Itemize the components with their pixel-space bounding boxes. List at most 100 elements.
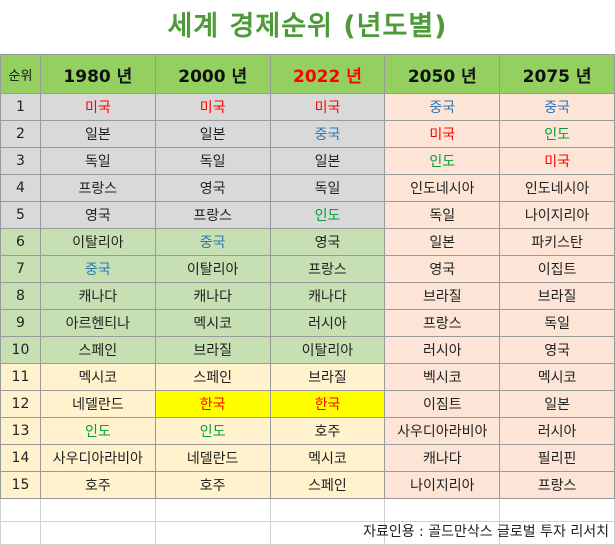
country-cell: 러시아 (269, 309, 386, 337)
country-cell: 캐나다 (39, 282, 156, 310)
rank-cell: 9 (0, 309, 41, 337)
country-cell: 캐나다 (384, 444, 501, 472)
country-cell: 중국 (154, 228, 271, 256)
country-cell: 벡시코 (384, 363, 501, 391)
country-cell: 독일 (384, 201, 501, 229)
country-cell: 중국 (39, 255, 156, 283)
country-cell: 멕시코 (499, 363, 615, 391)
country-cell: 일본 (154, 120, 271, 148)
country-cell: 이탈리아 (39, 228, 156, 256)
country-cell: 스페인 (269, 471, 386, 499)
country-cell: 일본 (269, 147, 386, 175)
country-cell: 이탈리아 (154, 255, 271, 283)
country-cell: 브라질 (269, 363, 386, 391)
empty-cell (39, 498, 156, 522)
page-title: 세계 경제순위 (년도별) (167, 11, 448, 42)
empty-cell (269, 521, 386, 545)
country-cell: 일본 (384, 228, 501, 256)
country-cell: 이집트 (499, 255, 615, 283)
table-row: 13 인도 인도 호주 사우디아라비아 러시아 (0, 417, 615, 445)
country-cell: 영국 (384, 255, 501, 283)
rank-cell: 2 (0, 120, 41, 148)
country-cell: 프랑스 (154, 201, 271, 229)
empty-row (0, 498, 615, 522)
country-cell: 이탈리아 (269, 336, 386, 364)
rank-cell: 14 (0, 444, 41, 472)
table-row: 10 스페인 브라질 이탈리아 러시아 영국 (0, 336, 615, 364)
rank-cell: 5 (0, 201, 41, 229)
header-year-2000: 2000 년 (154, 54, 271, 94)
empty-cell (154, 498, 271, 522)
table-row: 6 이탈리아 중국 영국 일본 파키스탄 (0, 228, 615, 256)
rank-cell: 4 (0, 174, 41, 202)
country-cell: 독일 (499, 309, 615, 337)
country-cell: 네델란드 (154, 444, 271, 472)
country-cell: 인도 (499, 120, 615, 148)
rank-cell: 10 (0, 336, 41, 364)
country-cell: 스페인 (154, 363, 271, 391)
country-cell: 브라질 (154, 336, 271, 364)
country-cell: 영국 (39, 201, 156, 229)
country-cell: 인도 (384, 147, 501, 175)
country-cell: 멕시코 (269, 444, 386, 472)
header-year-1980: 1980 년 (39, 54, 156, 94)
country-cell: 브라질 (384, 282, 501, 310)
country-cell: 프랑스 (269, 255, 386, 283)
header-rank: 순위 (0, 54, 41, 94)
country-cell: 미국 (269, 93, 386, 121)
empty-cell (499, 521, 615, 545)
country-cell: 독일 (39, 147, 156, 175)
country-cell: 중국 (499, 93, 615, 121)
country-cell: 미국 (39, 93, 156, 121)
country-cell: 호주 (39, 471, 156, 499)
country-cell: 인도네시아 (384, 174, 501, 202)
source-note: 자료인용 : 골드만삭스 글로벌 투자 리서치 (363, 524, 609, 540)
country-cell: 사우디아라비아 (39, 444, 156, 472)
country-cell: 러시아 (499, 417, 615, 445)
header-year-2022: 2022 년 (269, 54, 386, 94)
country-cell: 스페인 (39, 336, 156, 364)
header-year-2050: 2050 년 (384, 54, 501, 94)
country-cell: 캐나다 (154, 282, 271, 310)
header-year-2075: 2075 년 (499, 54, 615, 94)
rank-cell: 3 (0, 147, 41, 175)
country-cell: 인도 (39, 417, 156, 445)
empty-cell (0, 498, 41, 522)
table-row: 12 네델란드 한국 한국 이짐트 일본 (0, 390, 615, 418)
empty-cell (384, 521, 501, 545)
country-cell: 미국 (384, 120, 501, 148)
table-row: 9 아르헨티나 멕시코 러시아 프랑스 독일 (0, 309, 615, 337)
country-cell: 독일 (154, 147, 271, 175)
empty-cell (0, 521, 41, 545)
header-row: 순위 1980 년 2000 년 2022 년 2050 년 2075 년 (0, 54, 615, 94)
country-cell: 미국 (499, 147, 615, 175)
empty-cell (499, 498, 615, 522)
country-cell: 일본 (499, 390, 615, 418)
rank-cell: 7 (0, 255, 41, 283)
country-cell: 파키스탄 (499, 228, 615, 256)
country-cell: 캐나다 (269, 282, 386, 310)
country-cell: 한국 (269, 390, 386, 418)
empty-cell (384, 498, 501, 522)
country-cell: 호주 (269, 417, 386, 445)
country-cell: 미국 (154, 93, 271, 121)
country-cell: 필리핀 (499, 444, 615, 472)
country-cell: 중국 (384, 93, 501, 121)
country-cell: 프랑스 (384, 309, 501, 337)
country-cell: 이짐트 (384, 390, 501, 418)
country-cell: 네델란드 (39, 390, 156, 418)
country-cell: 한국 (154, 390, 271, 418)
table-row: 5 영국 프랑스 인도 독일 나이지리아 (0, 201, 615, 229)
country-cell: 나이지리아 (384, 471, 501, 499)
country-cell: 영국 (499, 336, 615, 364)
rank-cell: 11 (0, 363, 41, 391)
country-cell: 인도네시아 (499, 174, 615, 202)
country-cell: 영국 (154, 174, 271, 202)
table-row: 1 미국 미국 미국 중국 중국 (0, 93, 615, 121)
table-row: 3 독일 독일 일본 인도 미국 (0, 147, 615, 175)
country-cell: 중국 (269, 120, 386, 148)
table-row: 2 일본 일본 중국 미국 인도 (0, 120, 615, 148)
country-cell: 프랑스 (499, 471, 615, 499)
country-cell: 나이지리아 (499, 201, 615, 229)
